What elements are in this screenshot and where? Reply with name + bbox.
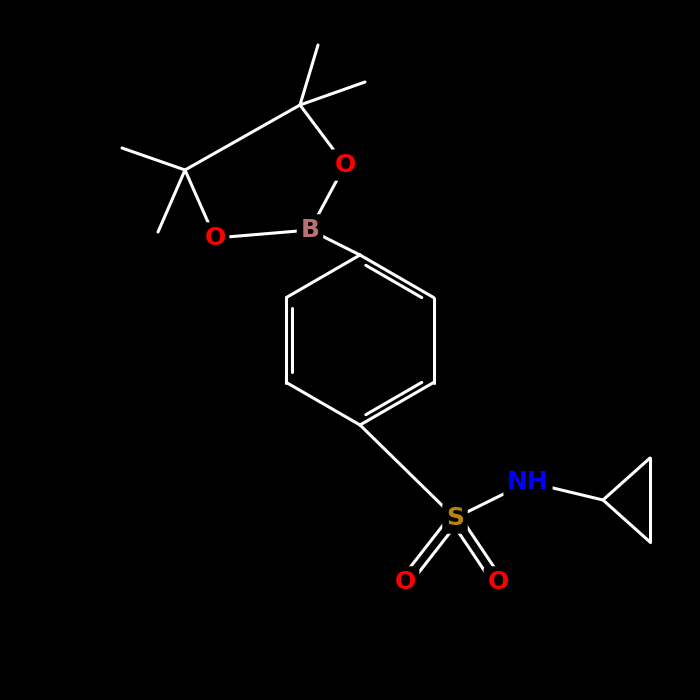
Text: O: O: [487, 570, 509, 594]
Text: O: O: [335, 153, 356, 177]
Text: NH: NH: [507, 470, 549, 494]
Text: S: S: [446, 506, 464, 530]
Text: B: B: [300, 218, 319, 242]
Text: O: O: [394, 570, 416, 594]
Text: O: O: [204, 226, 225, 250]
